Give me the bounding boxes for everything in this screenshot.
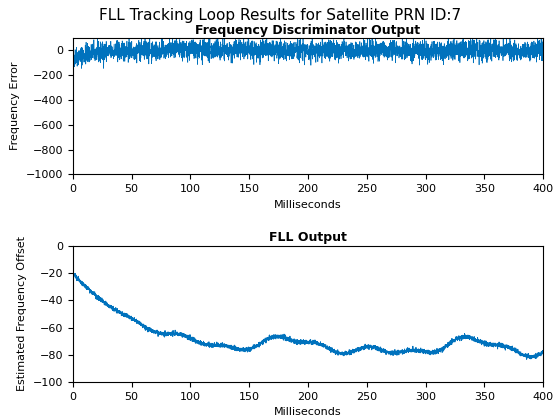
Title: FLL Output: FLL Output [269, 231, 347, 244]
Y-axis label: Estimated Frequency Offset: Estimated Frequency Offset [17, 236, 27, 391]
Y-axis label: Frequency Error: Frequency Error [10, 62, 20, 150]
Title: Frequency Discriminator Output: Frequency Discriminator Output [195, 24, 421, 37]
X-axis label: Milliseconds: Milliseconds [274, 200, 342, 210]
X-axis label: Milliseconds: Milliseconds [274, 407, 342, 417]
Text: FLL Tracking Loop Results for Satellite PRN ID:7: FLL Tracking Loop Results for Satellite … [99, 8, 461, 24]
